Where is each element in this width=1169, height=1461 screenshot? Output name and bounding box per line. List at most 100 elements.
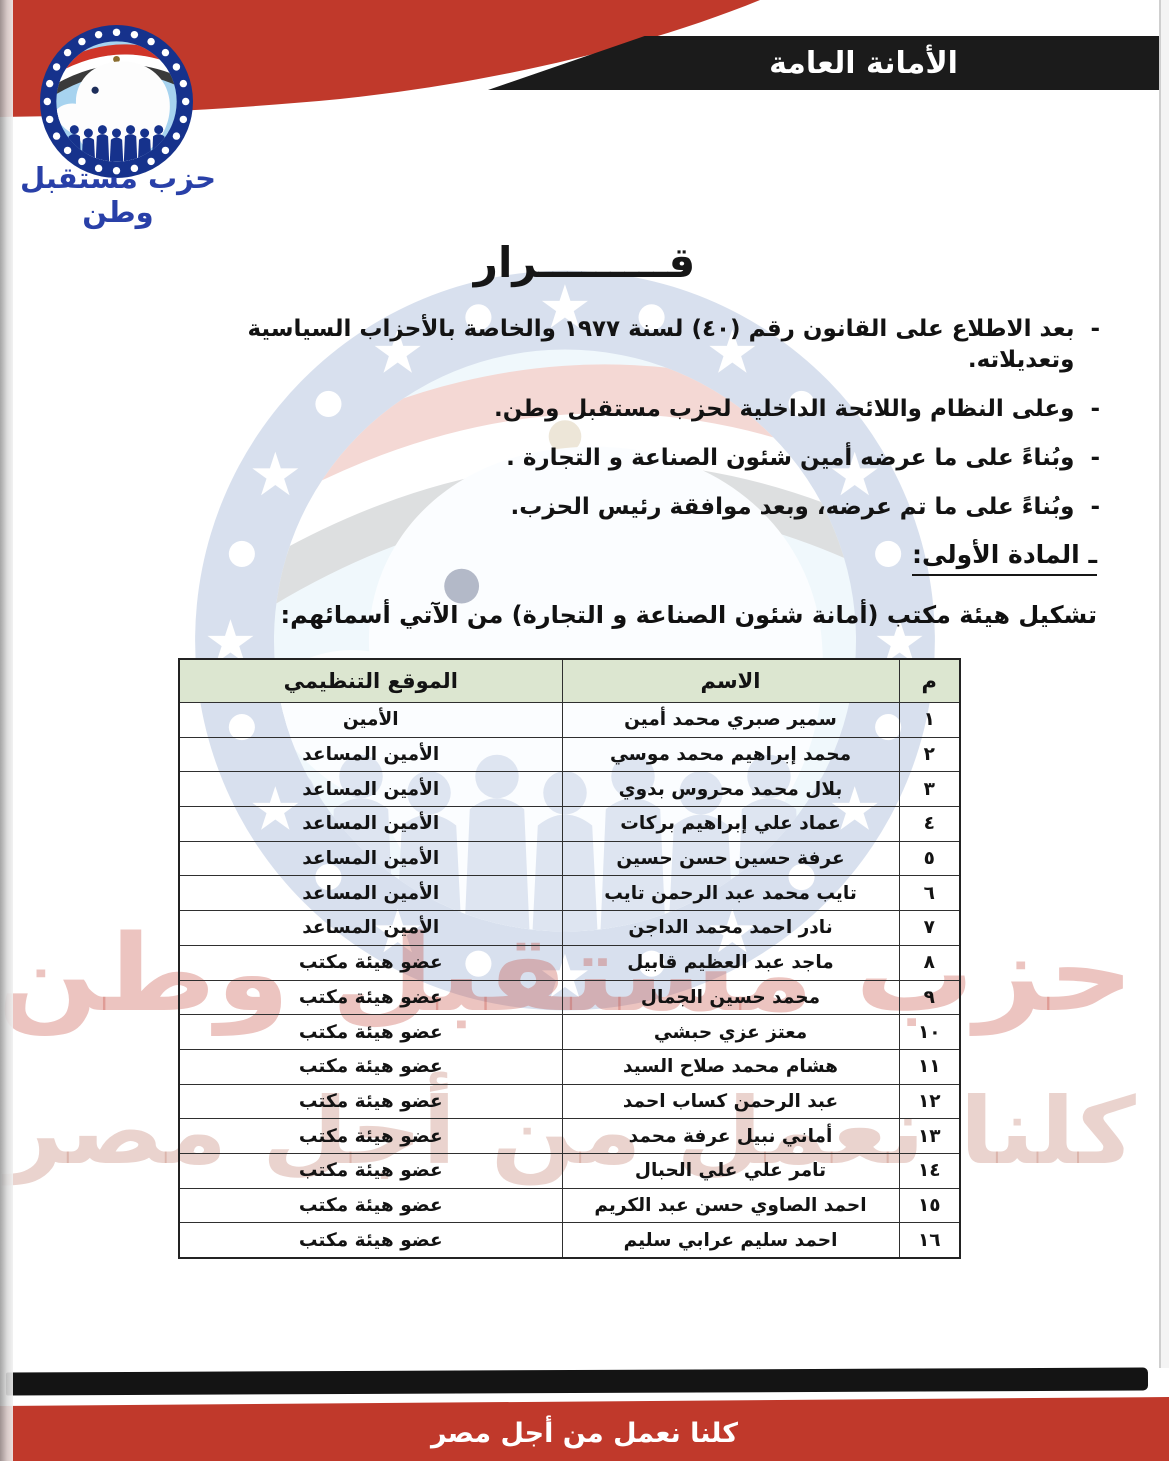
cell-number: ٥ (898, 840, 961, 877)
bullet-dash: - (1090, 494, 1100, 521)
cell-position: الأمين المساعد (178, 806, 563, 842)
cell-position: الأمين المساعد (178, 875, 563, 912)
table-row: ٧ نادر احمد محمد الداجن الأمين المساعد (178, 910, 961, 946)
cell-name: هشام محمد صلاح السيد (561, 1048, 900, 1085)
footer-slogan: كلنا نعمل من أجل مصر (431, 1417, 739, 1449)
cell-position: عضو هيئة مكتب (178, 1014, 563, 1050)
bullet-text: وبُناءً على ما عرضه أمين شئون الصناعة و … (506, 445, 1075, 472)
cell-number: ١٥ (898, 1187, 961, 1224)
cell-name: نادر احمد محمد الداجن (561, 910, 900, 946)
cell-number: ١٦ (898, 1222, 961, 1259)
cell-number: ٣ (898, 771, 961, 808)
table-header: م الاسم الموقع التنظيمي (178, 658, 961, 703)
cell-number: ٦ (898, 875, 961, 912)
table-body: ١ سمير صبري محمد أمين الأمين ٢ محمد إبرا… (178, 702, 961, 1259)
cell-name: تامر علي علي الحبال (561, 1152, 900, 1189)
cell-name: سمير صبري محمد أمين (561, 702, 900, 738)
cell-position: عضو هيئة مكتب (178, 1118, 563, 1154)
cell-name: عبد الرحمن كساب احمد (561, 1083, 900, 1120)
cell-number: ١٣ (898, 1118, 961, 1154)
cell-name: احمد الصاوي حسن عبد الكريم (561, 1187, 900, 1224)
cell-number: ٩ (898, 979, 961, 1016)
bullet-item: - وبُناءً على ما تم عرضه، وبعد موافقة رئ… (240, 492, 1100, 523)
cell-name: عرفة حسين حسن حسين (561, 840, 900, 877)
cell-position: الأمين المساعد (178, 736, 563, 773)
members-table: م الاسم الموقع التنظيمي ١ سمير صبري محمد… (178, 658, 961, 1259)
bullet-item: - وبُناءً على ما عرضه أمين شئون الصناعة … (240, 443, 1100, 474)
table-row: ١٦ احمد سليم عرابي سليم عضو هيئة مكتب (178, 1222, 961, 1259)
header-cell-number: م (898, 658, 961, 703)
table-row: ١٥ احمد الصاوي حسن عبد الكريم عضو هيئة م… (178, 1187, 961, 1224)
cell-name: بلال محمد محروس بدوي (561, 771, 900, 808)
svg-text:★: ★ (371, 318, 425, 388)
cell-number: ١٤ (898, 1152, 961, 1189)
table-row: ١ سمير صبري محمد أمين الأمين (178, 702, 961, 738)
cell-number: ٧ (898, 910, 961, 946)
table-row: ١٢ عبد الرحمن كساب احمد عضو هيئة مكتب (178, 1083, 961, 1120)
table-row: ١١ هشام محمد صلاح السيد عضو هيئة مكتب (178, 1048, 961, 1085)
cell-position: عضو هيئة مكتب (178, 1152, 563, 1189)
bullet-text: وبُناءً على ما تم عرضه، وبعد موافقة رئيس… (510, 494, 1075, 521)
banner-title: الأمانة العامة (769, 45, 958, 81)
cell-name: محمد إبراهيم محمد موسي (561, 736, 900, 773)
table-row: ٦ تايب محمد عبد الرحمن تايب الأمين المسا… (178, 875, 961, 912)
cell-number: ١١ (898, 1048, 961, 1085)
bullet-item: - بعد الاطلاع على القانون رقم (٤٠) لسنة … (240, 314, 1100, 376)
cell-position: عضو هيئة مكتب (178, 1083, 563, 1120)
cell-name: أماني نبيل عرفة محمد (561, 1118, 900, 1154)
cell-number: ٢ (898, 736, 961, 773)
bullet-text: بعد الاطلاع على القانون رقم (٤٠) لسنة ١٩… (247, 316, 1075, 374)
cell-number: ١٢ (898, 1083, 961, 1120)
bullet-text: وعلى النظام واللائحة الداخلية لحزب مستقب… (493, 396, 1075, 423)
cell-name: احمد سليم عرابي سليم (561, 1222, 900, 1259)
bullet-dash: - (1090, 316, 1100, 342)
table-row: ١٠ معتز عزي حبشي عضو هيئة مكتب (178, 1014, 961, 1050)
svg-text:★: ★ (705, 318, 759, 388)
article-one-intro: تشكيل هيئة مكتب (أمانة شئون الصناعة و ال… (280, 601, 1097, 629)
cell-name: تايب محمد عبد الرحمن تايب (561, 875, 900, 912)
cell-position: عضو هيئة مكتب (178, 1048, 563, 1085)
logo-caption: حزب مستقبل وطن (19, 161, 217, 229)
cell-position: عضو هيئة مكتب (178, 979, 563, 1016)
cell-number: ١٠ (898, 1014, 961, 1050)
cell-position: الأمين المساعد (178, 840, 563, 877)
cell-name: ماجد عبد العظيم قابيل (561, 944, 900, 981)
footer-black-bar (5, 1367, 1149, 1396)
cell-name: عماد علي إبراهيم بركات (561, 806, 900, 842)
cell-position: عضو هيئة مكتب (178, 944, 563, 981)
table-row: ١٤ تامر علي علي الحبال عضو هيئة مكتب (178, 1152, 961, 1189)
table-row: ٨ ماجد عبد العظيم قابيل عضو هيئة مكتب (178, 944, 961, 981)
cell-position: الأمين (178, 702, 563, 738)
article-one-heading: ـ المادة الأولى: (911, 540, 1097, 576)
page-edge-left (0, 0, 13, 1461)
svg-text:★: ★ (828, 440, 882, 510)
header-cell-name: الاسم (561, 658, 900, 703)
cell-number: ٨ (898, 944, 961, 981)
footer-red-band: كلنا نعمل من أجل مصر (0, 1397, 1169, 1461)
header-cell-position: الموقع التنظيمي (178, 658, 563, 703)
decision-title: قـــــــــرار (473, 238, 696, 287)
cell-number: ٤ (898, 806, 961, 842)
table-row: ٢ محمد إبراهيم محمد موسي الأمين المساعد (178, 736, 961, 773)
svg-text:★: ★ (538, 273, 592, 343)
cell-position: عضو هيئة مكتب (178, 1222, 563, 1259)
table-row: ٣ بلال محمد محروس بدوي الأمين المساعد (178, 771, 961, 808)
cell-name: معتز عزي حبشي (561, 1014, 900, 1050)
table-row: ٤ عماد علي إبراهيم بركات الأمين المساعد (178, 806, 961, 842)
svg-text:★: ★ (248, 440, 302, 510)
cell-position: الأمين المساعد (178, 771, 563, 808)
preamble-bullet-list: - بعد الاطلاع على القانون رقم (٤٠) لسنة … (240, 314, 1100, 541)
cell-name: محمد حسين الجمال (561, 979, 900, 1016)
party-logo: حزب مستقبل وطن (0, 0, 275, 229)
table-row: ٩ محمد حسين الجمال عضو هيئة مكتب (178, 979, 961, 1016)
table-header-row: م الاسم الموقع التنظيمي (178, 658, 961, 703)
cell-position: الأمين المساعد (178, 910, 563, 946)
table-row: ١٣ أماني نبيل عرفة محمد عضو هيئة مكتب (178, 1118, 961, 1154)
bullet-item: - وعلى النظام واللائحة الداخلية لحزب مست… (240, 394, 1100, 425)
cell-number: ١ (898, 702, 961, 738)
bullet-dash: - (1090, 396, 1100, 423)
cell-position: عضو هيئة مكتب (178, 1187, 563, 1224)
eagle-logo-icon (40, 25, 193, 178)
bullet-dash: - (1090, 445, 1100, 472)
